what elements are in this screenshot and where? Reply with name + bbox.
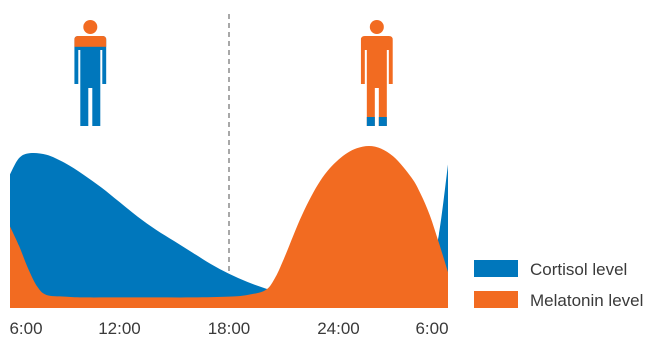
person-melatonin-high-icon — [360, 20, 393, 126]
x-tick-label: 18:00 — [208, 319, 251, 338]
x-tick-label: 6:00 — [415, 319, 448, 338]
legend-swatch-cortisol — [474, 260, 518, 277]
legend: Cortisol level Melatonin level — [474, 260, 643, 310]
legend-label-cortisol: Cortisol level — [530, 260, 627, 279]
person-icons — [74, 20, 393, 126]
x-tick-label: 12:00 — [98, 319, 141, 338]
plot-areas — [10, 145, 448, 308]
area-cortisol — [10, 152, 448, 308]
legend-swatch-melatonin — [474, 291, 518, 308]
x-tick-label: 6:00 — [9, 319, 42, 338]
area-melatonin — [10, 145, 448, 308]
legend-label-melatonin: Melatonin level — [530, 291, 643, 310]
x-tick-label: 24:00 — [317, 319, 360, 338]
x-axis-ticks: 6:00 12:00 18:00 24:00 6:00 — [9, 319, 448, 338]
person-cortisol-high-icon — [74, 20, 107, 126]
